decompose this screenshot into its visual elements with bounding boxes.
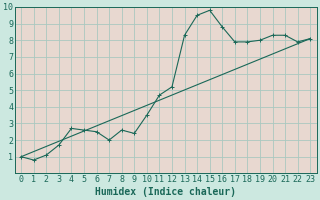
- X-axis label: Humidex (Indice chaleur): Humidex (Indice chaleur): [95, 186, 236, 197]
